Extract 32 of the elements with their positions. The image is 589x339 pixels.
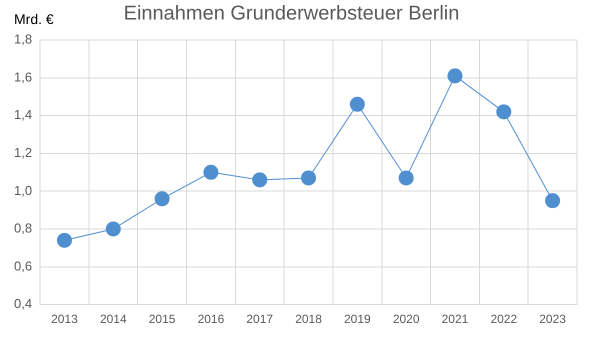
x-tick-label: 2022 [490,312,518,326]
x-tick-label: 2015 [148,312,176,326]
x-tick-label: 2023 [539,312,566,326]
x-tick-label: 2014 [100,312,127,326]
point [447,68,462,84]
point [252,172,268,188]
y-tick-label: 1,4 [14,107,32,122]
point [350,96,365,112]
point [301,170,316,186]
point [154,191,170,206]
x-tick-label: 2013 [51,312,78,326]
point [545,193,560,208]
x-tick-label: 2021 [442,312,469,326]
y-tick-label: 0,8 [14,220,32,236]
chart-title: Einnahmen Grunderwerbsteuer Berlin [124,2,460,25]
y-tick-label: 1,6 [14,69,32,84]
x-tick-label: 2018 [295,312,322,326]
y-tick-label: 1,2 [14,144,32,160]
y-axis-title: Mrd. € [14,10,54,27]
x-tick-label: 2016 [198,312,225,326]
x-tick-label: 2017 [246,312,274,326]
point [203,164,218,180]
point [56,232,72,248]
x-tick-label: 2019 [344,312,372,326]
y-tick-label: 1,0 [14,182,32,198]
y-tick-label: 1,8 [14,32,32,47]
x-tick-label: 2020 [392,312,420,326]
point [496,104,512,120]
y-tick-label: 0,4 [14,296,32,312]
point [398,170,414,186]
point [106,222,121,236]
y-tick-label: 0,6 [14,258,32,274]
